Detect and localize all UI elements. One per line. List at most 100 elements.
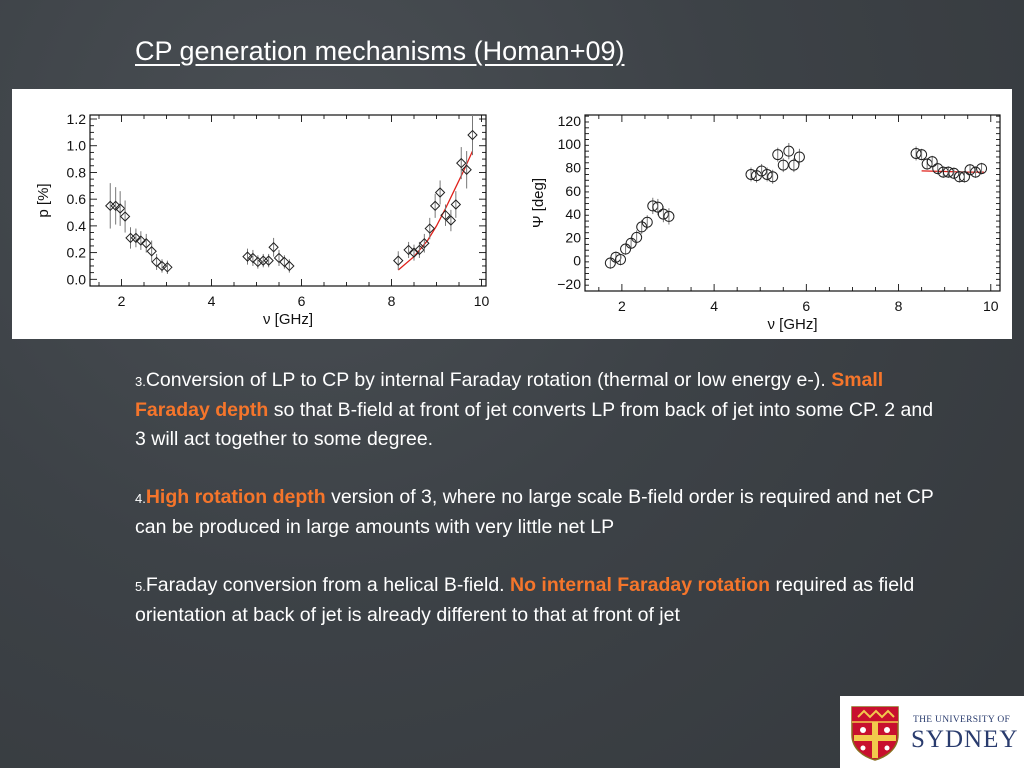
diamond-marker — [284, 260, 295, 272]
data-point — [620, 243, 632, 255]
diamond-marker — [429, 200, 441, 212]
y-tick-label: 0.4 — [67, 218, 87, 234]
data-point — [777, 158, 789, 173]
diamond-marker — [445, 215, 457, 226]
data-point — [783, 142, 795, 160]
data-point — [932, 162, 944, 175]
diamond-marker — [279, 256, 290, 268]
circle-marker — [964, 164, 976, 176]
data-point — [434, 180, 446, 205]
data-point — [408, 244, 420, 261]
diamond-marker — [135, 235, 147, 246]
data-point — [273, 249, 285, 266]
x-tick-label: 8 — [388, 293, 396, 309]
circle-marker — [745, 168, 757, 180]
y-tick-label: 100 — [558, 136, 582, 152]
circle-marker — [615, 254, 627, 266]
data-point — [467, 115, 478, 156]
diamond-marker — [408, 247, 420, 258]
data-point — [916, 148, 928, 161]
university-logo: THE UNIVERSITY OF SYDNEY — [840, 696, 1024, 768]
data-point — [268, 237, 279, 257]
data-point — [135, 231, 147, 250]
data-point — [156, 259, 168, 273]
x-tick-label: 4 — [710, 298, 718, 314]
data-point — [652, 198, 664, 216]
circle-marker — [926, 156, 938, 168]
data-point — [440, 204, 451, 226]
point-text: so that B-field at front of jet converts… — [135, 399, 934, 450]
diamond-marker — [146, 246, 157, 257]
data-point — [615, 253, 627, 266]
point-text: Faraday conversion from a helical B-fiel… — [145, 574, 511, 596]
circle-marker — [767, 171, 779, 183]
data-point — [745, 167, 757, 182]
diamond-marker — [403, 244, 414, 256]
circle-marker — [657, 208, 669, 220]
data-point — [279, 255, 290, 269]
data-point — [419, 233, 430, 253]
circle-marker — [788, 159, 800, 171]
y-tick-label: 0.0 — [67, 271, 87, 287]
circle-marker — [793, 151, 805, 163]
diamond-marker — [461, 164, 472, 175]
point-4: 4.High rotation depth version of 3, wher… — [135, 483, 935, 542]
x-axis-label: ν [GHz] — [263, 311, 313, 328]
data-point — [247, 249, 259, 266]
data-point — [119, 200, 131, 233]
circle-marker — [631, 231, 643, 243]
circle-marker — [942, 166, 954, 178]
slide-body: 3.Conversion of LP to CP by internal Far… — [135, 366, 935, 659]
data-point — [793, 148, 805, 166]
y-tick-label: 1.0 — [67, 138, 87, 154]
diamond-marker — [467, 129, 478, 141]
data-point — [948, 167, 960, 180]
diamond-marker — [456, 157, 467, 169]
x-tick-label: 6 — [802, 298, 810, 314]
data-point — [125, 227, 136, 249]
point-number: 3. — [135, 374, 146, 389]
data-point — [141, 233, 152, 253]
data-point — [429, 193, 441, 218]
x-tick-label: 4 — [208, 293, 216, 309]
data-point — [641, 215, 653, 230]
data-point — [114, 191, 126, 226]
circle-marker — [783, 145, 795, 157]
diamond-marker — [242, 251, 253, 262]
diamond-marker — [440, 209, 451, 221]
y-tick-label: 1.2 — [67, 111, 87, 127]
x-tick-label: 2 — [618, 298, 626, 314]
data-point — [162, 260, 173, 274]
data-point — [761, 167, 773, 182]
diamond-marker — [151, 256, 162, 268]
circle-marker — [641, 216, 653, 228]
diamond-marker — [162, 262, 173, 273]
slide-title: CP generation mechanisms (Homan+09) — [135, 36, 625, 66]
data-point — [663, 208, 675, 225]
data-point — [631, 230, 643, 245]
logo-line2: SYDNEY — [911, 726, 1019, 753]
point-highlight: Small Faraday depth — [135, 369, 884, 421]
y-tick-label: −20 — [557, 276, 581, 292]
chart-panel-angle: −20 0 20 40 60 80 100 120 2 4 6 8 10 ν [GHz] Ψ [deg] — [508, 89, 1012, 339]
diamond-marker — [247, 252, 259, 264]
x-tick-label: 10 — [983, 298, 999, 314]
circle-marker — [932, 163, 944, 175]
y-tick-label: 0.6 — [67, 191, 87, 207]
diamond-marker — [424, 223, 435, 234]
data-point — [110, 187, 121, 225]
data-point — [424, 217, 435, 240]
point-text: Conversion of LP to CP by internal Farad… — [145, 369, 832, 391]
data-point — [258, 253, 269, 268]
data-point — [450, 191, 462, 218]
circle-marker — [916, 149, 928, 161]
data-point — [976, 162, 988, 175]
diamond-marker — [263, 255, 274, 266]
data-point — [146, 240, 157, 262]
circle-marker — [910, 147, 922, 159]
y-tick-label: 80 — [565, 159, 581, 175]
data-point — [130, 228, 142, 248]
diamond-marker — [141, 238, 152, 249]
data-point — [403, 241, 414, 258]
data-point — [767, 169, 779, 184]
